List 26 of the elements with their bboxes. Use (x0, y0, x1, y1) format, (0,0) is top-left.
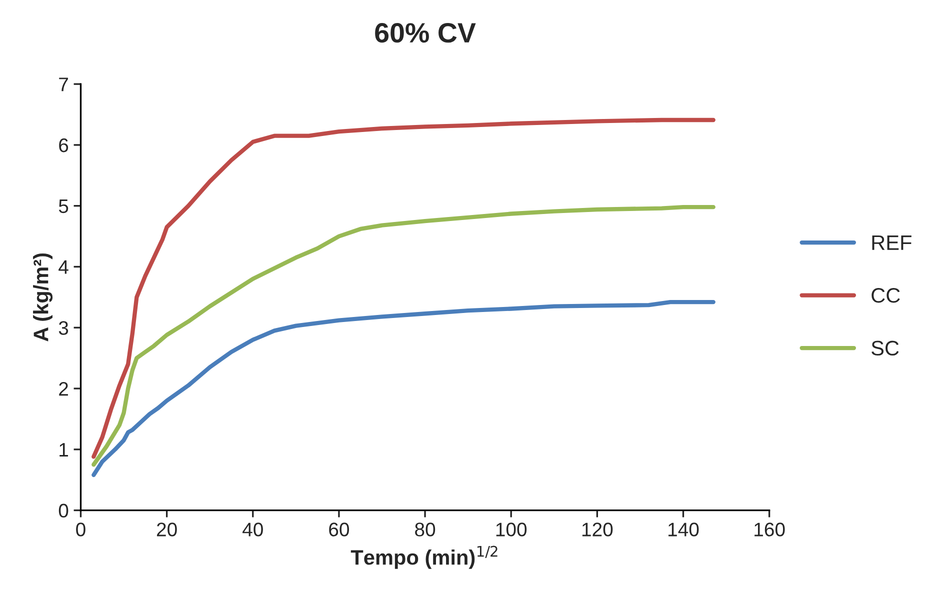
y-tick-label: 4 (58, 260, 68, 274)
y-axis-title: A (kg/m²) (33, 253, 53, 342)
y-tick-label: 3 (58, 321, 68, 335)
x-tick-label: 40 (242, 522, 263, 536)
line-series (92, 118, 716, 459)
x-tick-label: 160 (754, 522, 785, 536)
x-tick-label: 20 (156, 522, 177, 536)
y-tick-label: 2 (59, 382, 68, 396)
x-tick-label: 80 (415, 522, 436, 536)
chart-title: 60% CV (375, 23, 476, 43)
y-tick-label: 1 (60, 443, 68, 456)
line-series (92, 300, 716, 478)
legend-label: SC (872, 340, 899, 356)
y-tick-label: 7 (59, 78, 68, 92)
x-axis-title: Tempo (min)$^{1/2}$ (350, 546, 498, 569)
x-tick-label: 60 (329, 522, 350, 536)
x-tick-label: 120 (582, 522, 613, 536)
legend-label: CC (872, 288, 900, 303)
y-tick-label: 5 (58, 200, 68, 214)
y-tick-label: 6 (59, 138, 68, 152)
x-tick-label: 100 (496, 522, 527, 536)
line-series (92, 204, 716, 467)
x-tick-label: 0 (76, 522, 86, 536)
legend-label: REF (872, 235, 912, 250)
y-tick-label: 0 (58, 504, 68, 518)
x-tick-label: 140 (668, 522, 699, 536)
